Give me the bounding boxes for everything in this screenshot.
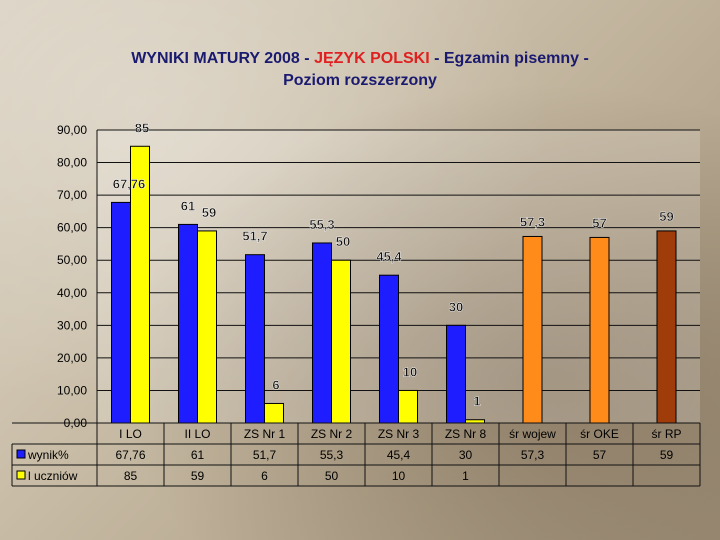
data-label-uczniow: 1 — [473, 394, 480, 409]
title-highlight: JĘZYK POLSKI — [314, 50, 430, 67]
category-label: ZS Nr 1 — [244, 427, 286, 441]
bar-uczniow — [331, 259, 351, 424]
table-cell-uczniow: 10 — [392, 469, 406, 483]
category-label: śr RP — [652, 427, 682, 441]
bar-uczniow — [264, 402, 284, 424]
title-part1: WYNIKI MATURY 2008 - — [131, 50, 310, 67]
data-label-average: 57,3 — [520, 214, 545, 229]
bar-wynik — [379, 274, 399, 424]
legend-swatch-wynik — [16, 449, 26, 459]
bar-wynik — [446, 324, 466, 424]
table-cell-wynik: 45,4 — [387, 448, 411, 462]
data-label-average: 57 — [592, 215, 606, 230]
title-part2: - Egzamin pisemny - — [434, 50, 589, 67]
data-label-wynik: 55,3 — [309, 217, 334, 232]
legend-label-wynik: wynik% — [27, 448, 69, 462]
y-tick-label: 40,00 — [57, 286, 87, 300]
table-cell-uczniow: 50 — [325, 469, 339, 483]
legend-swatch-uczniow — [16, 470, 26, 480]
y-tick-label: 60,00 — [57, 221, 87, 235]
data-label-wynik: 67,76 — [113, 176, 146, 191]
y-tick-label: 50,00 — [57, 253, 87, 267]
category-label: II LO — [184, 427, 210, 441]
bar-average — [656, 230, 677, 424]
y-tick-label: 90,00 — [57, 123, 87, 137]
y-tick-label: 10,00 — [57, 383, 87, 397]
data-label-uczniow: 59 — [202, 205, 216, 220]
data-label-wynik: 30 — [449, 299, 463, 314]
table-cell-wynik: 30 — [459, 448, 473, 462]
data-label-wynik: 45,4 — [376, 249, 402, 264]
data-label-wynik: 51,7 — [242, 229, 267, 244]
data-label-uczniow: 85 — [135, 120, 149, 135]
data-label-wynik: 61 — [181, 198, 195, 213]
legend-label-uczniow: l uczniów — [28, 469, 78, 483]
category-label: śr wojew — [509, 427, 556, 441]
y-tick-label: 30,00 — [57, 318, 87, 332]
bar-wynik — [312, 242, 332, 424]
table-cell-wynik: 55,3 — [320, 448, 344, 462]
category-label: ZS Nr 3 — [378, 427, 420, 441]
category-label: śr OKE — [580, 427, 619, 441]
table-cell-uczniow: 85 — [124, 469, 138, 483]
category-label: ZS Nr 8 — [445, 427, 487, 441]
y-tick-label: 70,00 — [57, 188, 87, 202]
bar-wynik — [245, 254, 265, 424]
data-label-uczniow: 6 — [272, 377, 279, 392]
table-cell-wynik: 59 — [660, 448, 674, 462]
y-tick-label: 20,00 — [57, 351, 87, 365]
data-label-average: 59 — [659, 209, 673, 224]
bar-average — [589, 236, 610, 424]
table-cell-wynik: 51,7 — [253, 448, 277, 462]
bar-uczniow — [398, 389, 418, 424]
table-cell-uczniow: 59 — [191, 469, 205, 483]
bar-wynik — [178, 223, 198, 424]
table-cell-uczniow: 6 — [261, 469, 268, 483]
category-label: ZS Nr 2 — [311, 427, 353, 441]
data-label-uczniow: 50 — [336, 234, 350, 249]
table-cell-wynik: 67,76 — [115, 448, 145, 462]
table-cell-wynik: 57,3 — [521, 448, 545, 462]
table-cell-wynik: 61 — [191, 448, 205, 462]
data-label-uczniow: 10 — [403, 364, 417, 379]
bar-average — [522, 235, 543, 424]
category-label: I LO — [119, 427, 142, 441]
bar-uczniow — [197, 230, 217, 424]
table-cell-uczniow: 1 — [462, 469, 469, 483]
table-cell-wynik: 57 — [593, 448, 607, 462]
bar-wynik — [111, 201, 131, 424]
y-tick-label: 80,00 — [57, 156, 87, 170]
title-line2: Poziom rozszerzony — [283, 72, 437, 89]
chart-title: WYNIKI MATURY 2008 - JĘZYK POLSKI - Egza… — [60, 48, 660, 92]
